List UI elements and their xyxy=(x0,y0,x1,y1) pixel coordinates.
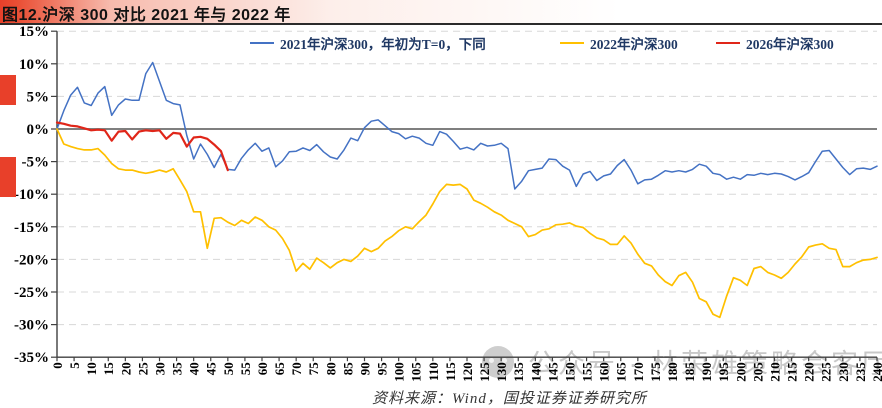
legend-label: 2021年沪深300，年初为T=0，下同 xyxy=(280,37,486,52)
x-tick-label: 235 xyxy=(853,362,868,382)
source-note: 资料来源：Wind，国投证券证券研究所 xyxy=(372,391,647,407)
x-tick-label: 240 xyxy=(870,362,882,382)
x-tick-label: 55 xyxy=(238,362,253,376)
x-tick-label: 100 xyxy=(392,362,407,382)
watermark: 公众号 · 林荣雄策略会客厅 xyxy=(482,342,882,381)
x-tick-label: 80 xyxy=(323,362,338,375)
y-tick-label: -30% xyxy=(14,318,49,334)
x-tick-label: 75 xyxy=(306,362,321,376)
x-tick-label: 230 xyxy=(836,362,851,382)
x-tick-label: 140 xyxy=(528,362,543,382)
x-tick-label: 160 xyxy=(597,362,612,382)
x-tick-label: 190 xyxy=(699,362,714,382)
legend-line-swatch xyxy=(250,42,274,44)
x-tick-label: 85 xyxy=(340,362,355,376)
x-tick-label: 195 xyxy=(716,362,731,382)
x-tick-label: 0 xyxy=(50,362,65,369)
chart-legend: 2021年沪深300，年初为T=0，下同 2022年沪深300 2026年沪深300 xyxy=(0,33,882,53)
y-tick-label: 10% xyxy=(19,57,49,73)
x-tick-label: 95 xyxy=(375,362,390,376)
y-tick-label: 15% xyxy=(19,24,49,40)
x-tick-label: 105 xyxy=(409,362,424,382)
x-tick-label: 175 xyxy=(648,362,663,382)
x-tick-label: 205 xyxy=(750,362,765,382)
x-tick-label: 20 xyxy=(118,362,133,375)
watermark-text: 公众号 · 林荣雄策略会客厅 xyxy=(528,349,882,379)
left-red-accent-top xyxy=(0,75,16,105)
left-red-accent-bottom xyxy=(0,157,16,197)
x-tick-label: 25 xyxy=(135,362,150,376)
x-tick-label: 180 xyxy=(665,362,680,382)
y-tick-label: -10% xyxy=(14,187,49,203)
legend-line-swatch xyxy=(560,42,584,44)
gray-badge-icon xyxy=(482,345,514,378)
x-tick-label: 45 xyxy=(204,362,219,376)
legend-label: 2022年沪深300 xyxy=(590,37,678,52)
x-tick-label: 115 xyxy=(443,362,458,381)
x-tick-label: 120 xyxy=(460,362,475,382)
legend-item-2: 2026年沪深300 xyxy=(716,33,834,53)
x-tick-label: 50 xyxy=(221,362,236,375)
y-tick-label: -5% xyxy=(22,155,50,171)
series-line-2 xyxy=(55,121,229,172)
x-tick-label: 135 xyxy=(511,362,526,382)
x-tick-label: 65 xyxy=(272,362,287,376)
x-tick-label: 125 xyxy=(477,362,492,382)
y-tick-label: -25% xyxy=(14,285,49,301)
x-tick-label: 150 xyxy=(563,362,578,382)
x-tick-label: 110 xyxy=(426,362,441,381)
y-tick-label: -15% xyxy=(14,220,49,236)
series-line-0 xyxy=(56,61,878,190)
x-tick-label: 30 xyxy=(153,362,168,375)
x-tick-label: 70 xyxy=(289,362,304,375)
x-tick-label: 155 xyxy=(580,362,595,382)
x-tick-label: 165 xyxy=(614,362,629,382)
x-tick-label: 40 xyxy=(187,362,202,375)
x-tick-label: 5 xyxy=(67,362,82,369)
x-tick-label: 90 xyxy=(358,362,373,375)
y-tick-label: -35% xyxy=(14,350,49,366)
x-tick-label: 210 xyxy=(768,362,783,382)
series-line-1 xyxy=(56,128,878,319)
y-tick-label: 0% xyxy=(27,122,50,138)
x-tick-label: 15 xyxy=(101,362,116,376)
x-tick-label: 60 xyxy=(255,362,270,375)
figure-title: 图12.沪深 300 对比 2021 年与 2022 年 xyxy=(2,7,291,24)
x-tick-label: 10 xyxy=(84,362,99,375)
x-tick-label: 225 xyxy=(819,362,834,382)
x-tick-label: 215 xyxy=(785,362,800,382)
y-tick-label: -20% xyxy=(14,252,49,268)
x-tick-label: 130 xyxy=(494,362,509,382)
figure-title-bar: 图12.沪深 300 对比 2021 年与 2022 年 xyxy=(0,0,882,25)
legend-line-swatch xyxy=(716,42,740,44)
x-tick-label: 35 xyxy=(170,362,185,376)
x-tick-label: 170 xyxy=(631,362,646,382)
x-tick-label: 185 xyxy=(682,362,697,382)
x-tick-label: 220 xyxy=(802,362,817,382)
y-tick-label: 5% xyxy=(27,89,50,105)
x-tick-label: 200 xyxy=(733,362,748,382)
legend-label: 2026年沪深300 xyxy=(746,37,834,52)
x-tick-label: 145 xyxy=(545,362,560,382)
legend-item-0: 2021年沪深300，年初为T=0，下同 xyxy=(250,33,486,53)
legend-item-1: 2022年沪深300 xyxy=(560,33,678,53)
